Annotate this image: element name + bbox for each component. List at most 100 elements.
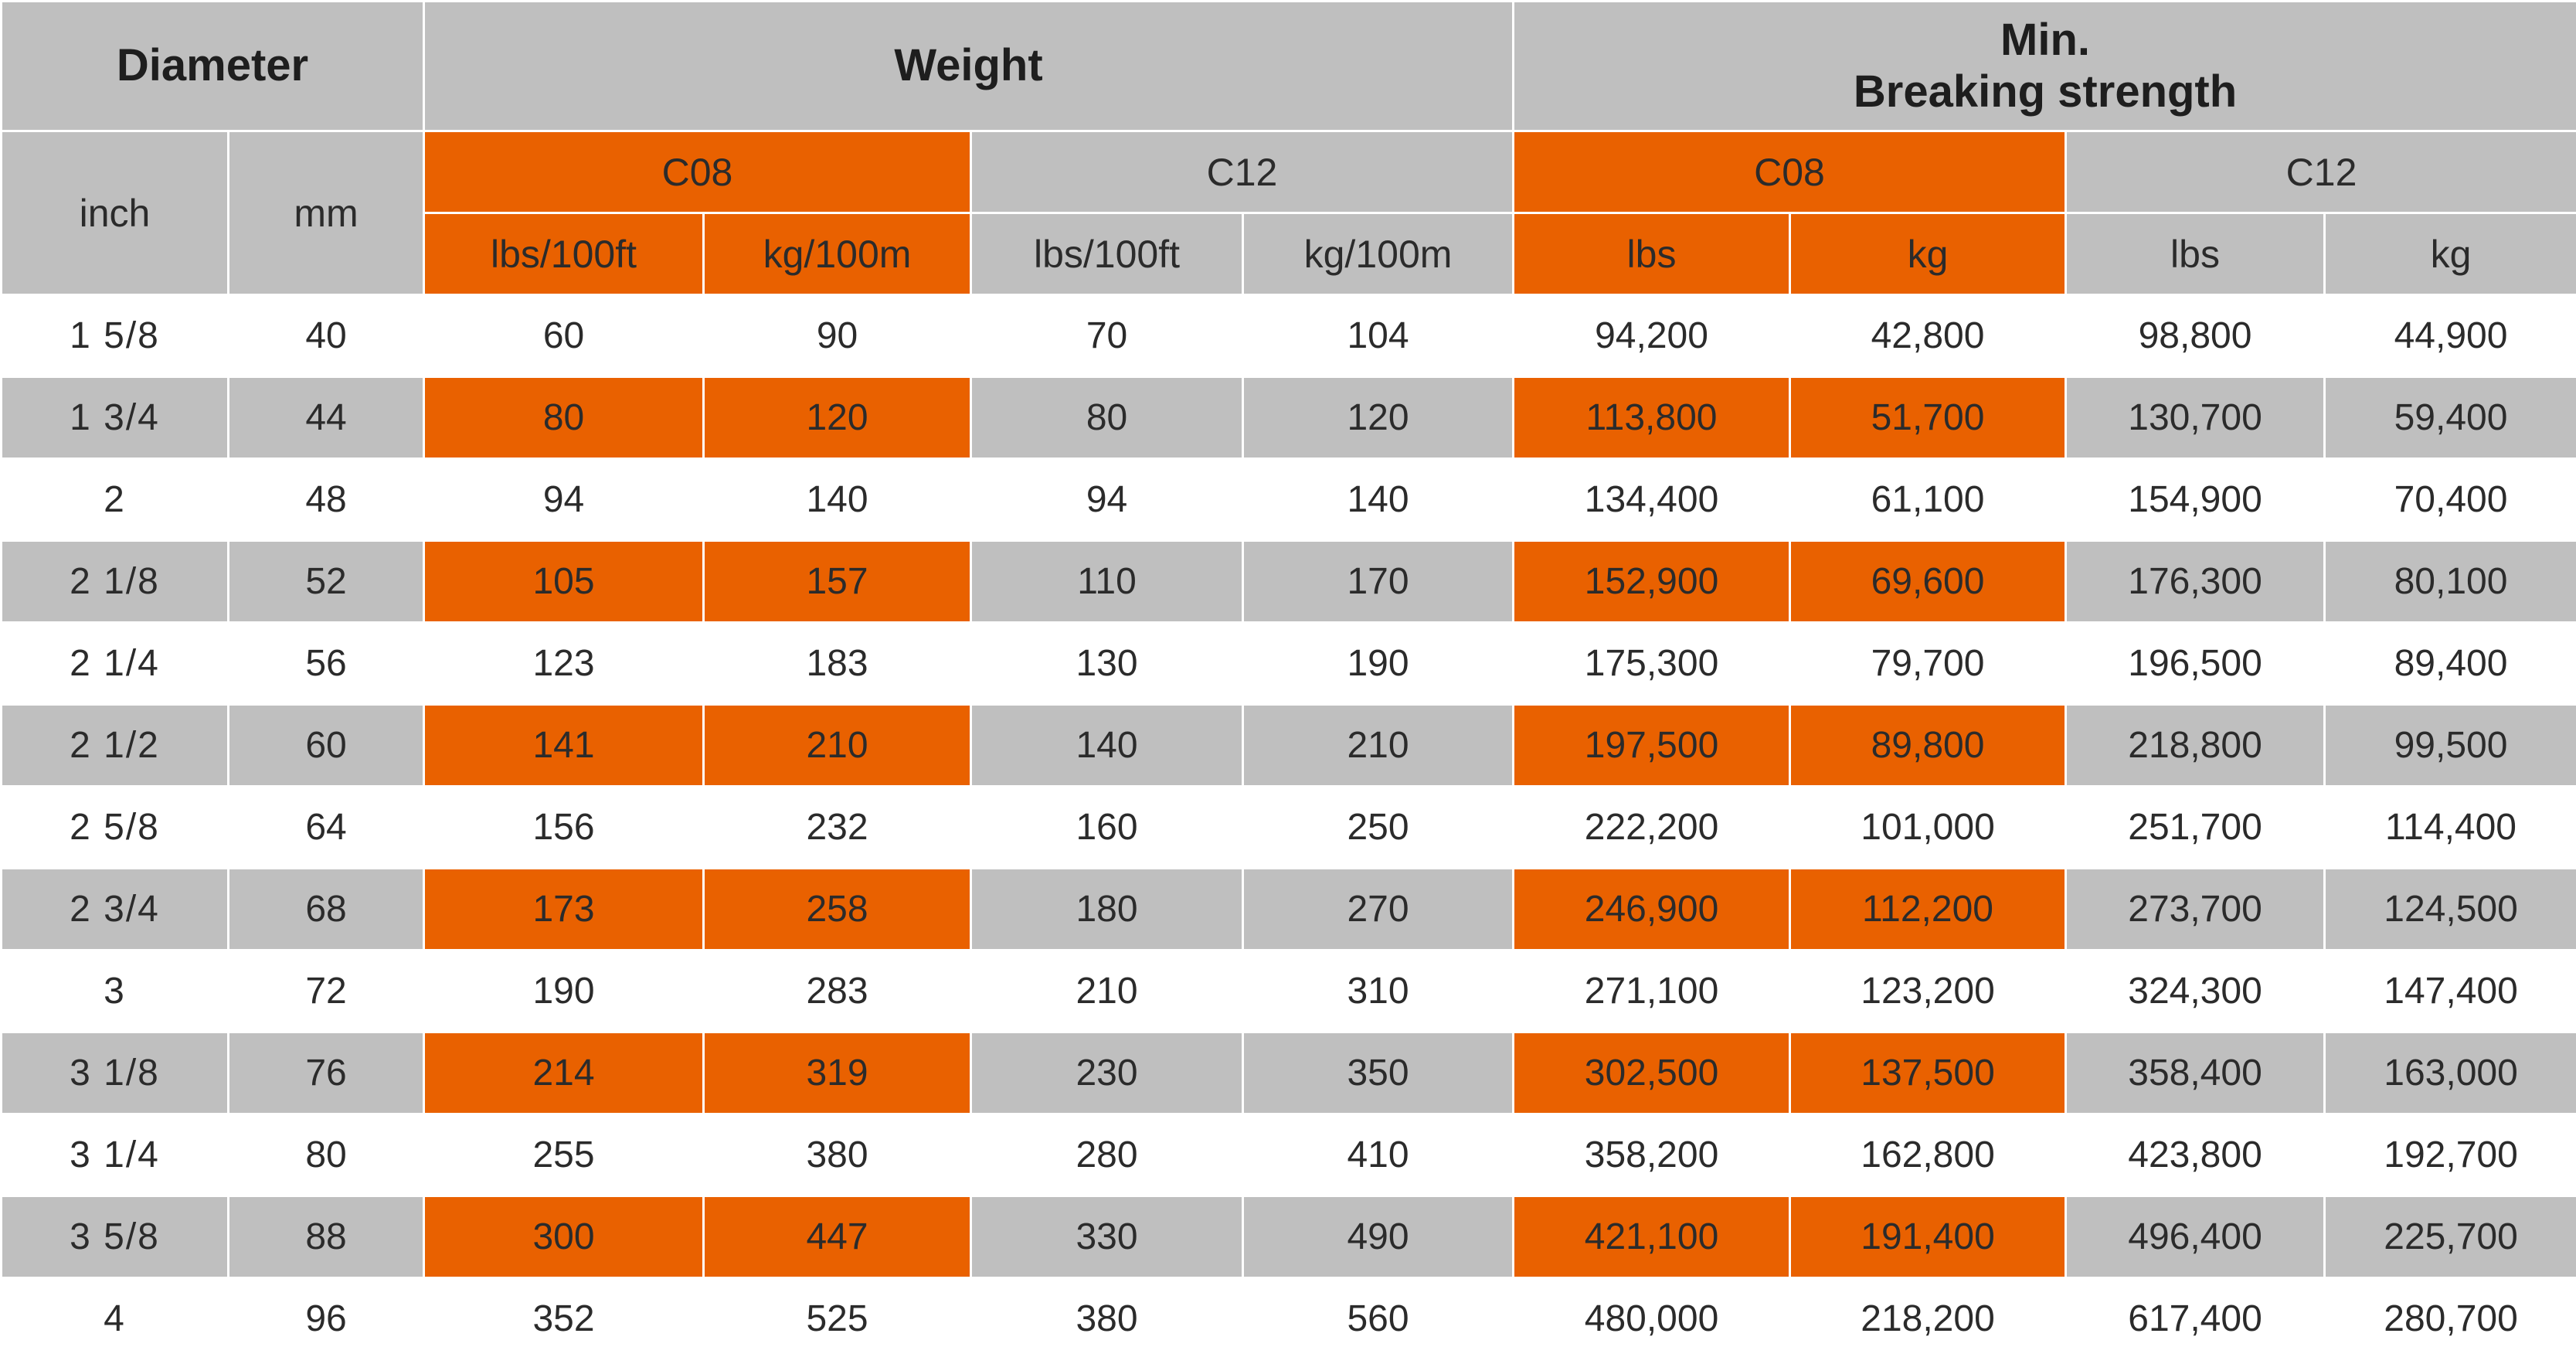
weight-c08-lbs-cell: 94 bbox=[423, 458, 705, 542]
breaking-c12-kg-cell: 163,000 bbox=[2323, 1031, 2576, 1115]
weight-c08-kg-cell: 283 bbox=[702, 949, 973, 1033]
table-row: 2 1/2 60 141 210 140 210 197,500 89,800 218,800 9… bbox=[0, 703, 2576, 787]
mm-cell: 44 bbox=[226, 376, 426, 460]
weight-c12-lbs-cell: 160 bbox=[970, 785, 1245, 869]
breaking-c12-lbs-cell: 98,800 bbox=[2065, 294, 2326, 378]
breaking-c08-lbs-cell: 246,900 bbox=[1512, 867, 1792, 951]
table-row: 3 1/8 76 214 319 230 350 302,500 137,500 358,400… bbox=[0, 1031, 2576, 1115]
weight-c12-kg-cell: 120 bbox=[1242, 376, 1515, 460]
breaking-c08-kg-cell: 101,000 bbox=[1789, 785, 2068, 869]
breaking-c12-lbs-cell: 324,300 bbox=[2065, 949, 2326, 1033]
weight-c12-lbs-cell: 210 bbox=[970, 949, 1245, 1033]
inch-cell: 1 3/4 bbox=[0, 376, 229, 460]
inch-cell: 3 1/4 bbox=[0, 1113, 229, 1197]
breaking-strength-header: Min. Breaking strength bbox=[1512, 0, 2576, 132]
breaking-c12-kg-cell: 70,400 bbox=[2323, 458, 2576, 542]
inch-cell: 4 bbox=[0, 1277, 229, 1361]
weight-c12-kg-cell: 560 bbox=[1242, 1277, 1515, 1361]
weight-c08-kg-cell: 319 bbox=[702, 1031, 973, 1115]
weight-c08-lbs-cell: 214 bbox=[423, 1031, 705, 1115]
breaking-c12-kg-cell: 192,700 bbox=[2323, 1113, 2576, 1197]
weight-c08-lbs-cell: 156 bbox=[423, 785, 705, 869]
weight-c12-lbs-cell: 130 bbox=[970, 621, 1245, 706]
breaking-c12-lbs-cell: 273,700 bbox=[2065, 867, 2326, 951]
weight-c08-lbs-cell: 352 bbox=[423, 1277, 705, 1361]
weight-c08-kg-header: kg/100m bbox=[702, 212, 973, 296]
breaking-c08-lbs-cell: 175,300 bbox=[1512, 621, 1792, 706]
breaking-c08-lbs-cell: 134,400 bbox=[1512, 458, 1792, 542]
weight-c12-kg-cell: 170 bbox=[1242, 539, 1515, 624]
mm-cell: 76 bbox=[226, 1031, 426, 1115]
weight-c08-kg-cell: 232 bbox=[702, 785, 973, 869]
mm-cell: 48 bbox=[226, 458, 426, 542]
table-row: 3 1/4 80 255 380 280 410 358,200 162,800 423,800… bbox=[0, 1113, 2576, 1197]
breaking-c08-kg-cell: 112,200 bbox=[1789, 867, 2068, 951]
breaking-c08-kg-cell: 162,800 bbox=[1789, 1113, 2068, 1197]
breaking-c12-kg-cell: 124,500 bbox=[2323, 867, 2576, 951]
weight-c08-lbs-cell: 80 bbox=[423, 376, 705, 460]
weight-c08-lbs-cell: 105 bbox=[423, 539, 705, 624]
weight-c12-lbs-cell: 280 bbox=[970, 1113, 1245, 1197]
breaking-c12-lbs-cell: 154,900 bbox=[2065, 458, 2326, 542]
mm-cell: 64 bbox=[226, 785, 426, 869]
breaking-c08-lbs-cell: 358,200 bbox=[1512, 1113, 1792, 1197]
weight-c12-kg-cell: 190 bbox=[1242, 621, 1515, 706]
table-row: 1 3/4 44 80 120 80 120 113,800 51,700 130,700 59,… bbox=[0, 376, 2576, 460]
breaking-c08-kg-cell: 89,800 bbox=[1789, 703, 2068, 787]
breaking-c08-kg-cell: 218,200 bbox=[1789, 1277, 2068, 1361]
weight-c08-kg-cell: 210 bbox=[702, 703, 973, 787]
weight-c12-lbs-cell: 80 bbox=[970, 376, 1245, 460]
weight-c08-kg-cell: 258 bbox=[702, 867, 973, 951]
weight-c08-lbs-cell: 60 bbox=[423, 294, 705, 378]
inch-cell: 3 bbox=[0, 949, 229, 1033]
inch-header: inch bbox=[0, 130, 229, 296]
breaking-c12-lbs-cell: 251,700 bbox=[2065, 785, 2326, 869]
breaking-c08-kg-cell: 123,200 bbox=[1789, 949, 2068, 1033]
breaking-c08-lbs-cell: 480,000 bbox=[1512, 1277, 1792, 1361]
weight-c08-kg-cell: 183 bbox=[702, 621, 973, 706]
breaking-c12-kg-cell: 280,700 bbox=[2323, 1277, 2576, 1361]
mm-cell: 60 bbox=[226, 703, 426, 787]
breaking-strength-line2: Breaking strength bbox=[1853, 66, 2238, 117]
breaking-c08-lbs-header: lbs bbox=[1512, 212, 1792, 296]
weight-c12-kg-cell: 490 bbox=[1242, 1195, 1515, 1279]
weight-c12-lbs-cell: 110 bbox=[970, 539, 1245, 624]
weight-c12-lbs-cell: 330 bbox=[970, 1195, 1245, 1279]
weight-c08-kg-cell: 380 bbox=[702, 1113, 973, 1197]
weight-c08-lbs-cell: 173 bbox=[423, 867, 705, 951]
weight-c12-header: C12 bbox=[970, 130, 1515, 214]
breaking-c12-lbs-header: lbs bbox=[2065, 212, 2326, 296]
breaking-c12-lbs-cell: 358,400 bbox=[2065, 1031, 2326, 1115]
breaking-c08-lbs-cell: 94,200 bbox=[1512, 294, 1792, 378]
weight-c12-kg-cell: 350 bbox=[1242, 1031, 1515, 1115]
inch-cell: 2 1/4 bbox=[0, 621, 229, 706]
weight-c12-lbs-cell: 140 bbox=[970, 703, 1245, 787]
table-row: 1 5/8 40 60 90 70 104 94,200 42,800 98,800 44,900 bbox=[0, 294, 2576, 378]
breaking-c12-kg-cell: 225,700 bbox=[2323, 1195, 2576, 1279]
inch-cell: 2 1/2 bbox=[0, 703, 229, 787]
table-row: 2 1/8 52 105 157 110 170 152,900 69,600 176,300 8… bbox=[0, 539, 2576, 624]
weight-c08-kg-cell: 525 bbox=[702, 1277, 973, 1361]
breaking-c08-header: C08 bbox=[1512, 130, 2068, 214]
mm-cell: 52 bbox=[226, 539, 426, 624]
weight-c12-lbs-cell: 94 bbox=[970, 458, 1245, 542]
weight-c12-kg-header: kg/100m bbox=[1242, 212, 1515, 296]
weight-c12-kg-cell: 310 bbox=[1242, 949, 1515, 1033]
breaking-strength-line1: Min. bbox=[2000, 14, 2091, 65]
table-row: 2 1/4 56 123 183 130 190 175,300 79,700 196,500 8… bbox=[0, 621, 2576, 706]
breaking-c08-kg-cell: 79,700 bbox=[1789, 621, 2068, 706]
weight-c08-lbs-cell: 190 bbox=[423, 949, 705, 1033]
breaking-c08-lbs-cell: 152,900 bbox=[1512, 539, 1792, 624]
mm-cell: 88 bbox=[226, 1195, 426, 1279]
breaking-c12-lbs-cell: 196,500 bbox=[2065, 621, 2326, 706]
weight-c08-lbs-header: lbs/100ft bbox=[423, 212, 705, 296]
breaking-c12-kg-cell: 89,400 bbox=[2323, 621, 2576, 706]
table-row: 3 5/8 88 300 447 330 490 421,100 191,400 496,400… bbox=[0, 1195, 2576, 1279]
breaking-c12-header: C12 bbox=[2065, 130, 2576, 214]
weight-c12-lbs-header: lbs/100ft bbox=[970, 212, 1245, 296]
breaking-c12-kg-cell: 59,400 bbox=[2323, 376, 2576, 460]
mm-header: mm bbox=[226, 130, 426, 296]
breaking-c12-kg-cell: 99,500 bbox=[2323, 703, 2576, 787]
breaking-c08-kg-cell: 42,800 bbox=[1789, 294, 2068, 378]
